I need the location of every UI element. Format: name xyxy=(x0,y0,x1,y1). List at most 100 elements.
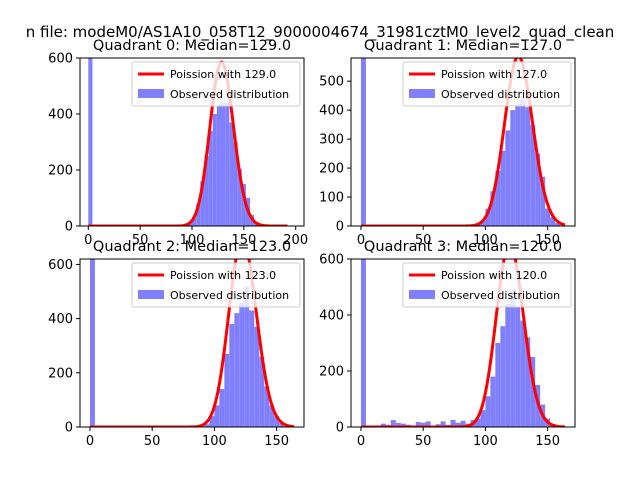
histogram-bar xyxy=(196,203,201,226)
legend: Poission with 127.0 Observed distribution xyxy=(402,61,572,107)
histogram-bar xyxy=(530,124,536,226)
x-tick-label: 0 xyxy=(357,434,365,449)
histogram-bar xyxy=(204,156,209,226)
x-tick-label: 150 xyxy=(231,233,256,248)
axes-frame xyxy=(350,57,576,227)
y-tick-label: 400 xyxy=(319,104,344,119)
histogram-bar xyxy=(525,107,531,226)
histogram-bar xyxy=(221,102,226,226)
subplot-title: Quadrant 1: Median=127.0 xyxy=(364,38,562,54)
histogram-bar xyxy=(455,422,461,427)
y-tick-label: 400 xyxy=(48,312,73,327)
histogram-bar xyxy=(490,376,496,427)
histogram-bar xyxy=(550,217,556,226)
histogram-bar xyxy=(264,386,270,427)
legend-box xyxy=(131,61,301,107)
plot-area xyxy=(87,58,288,226)
x-tick-label: 100 xyxy=(473,233,498,248)
legend-bar-swatch xyxy=(409,290,435,299)
histogram-bar xyxy=(520,98,526,226)
legend-bar-swatch xyxy=(138,290,164,299)
y-tick-label: 600 xyxy=(48,52,73,67)
histogram-bar xyxy=(254,326,260,427)
histogram-bar xyxy=(279,422,285,427)
histogram-bar xyxy=(216,105,222,226)
histogram-bar xyxy=(415,421,421,427)
histogram-bar xyxy=(440,421,446,427)
x-tick-label: 200 xyxy=(283,233,308,248)
histogram-bar xyxy=(214,405,220,427)
y-tick-label: 500 xyxy=(319,75,344,90)
histogram-bar xyxy=(475,418,481,427)
histogram-bar xyxy=(234,313,240,427)
subplot-grid: 0 50 100 150 200 0 200 400 600 Quadrant 0: Median… xyxy=(48,38,576,449)
legend-box xyxy=(402,262,572,308)
histogram-bar xyxy=(192,217,197,226)
x-tick-label: 0 xyxy=(86,434,94,449)
legend-entry-observed: Observed distribution xyxy=(170,289,289,302)
subplot-q1: 0 50 100 150 0 100 200 300 400 500 Quadrant 1: Med… xyxy=(319,38,576,248)
legend: Poission with 120.0 Observed distribution xyxy=(402,262,572,308)
histogram-bar xyxy=(510,289,516,427)
histogram-bar xyxy=(555,223,561,226)
legend-entry-observed: Observed distribution xyxy=(441,88,560,101)
x-tick-label: 150 xyxy=(535,434,560,449)
axes-frame xyxy=(350,258,576,428)
histogram-bar xyxy=(239,302,245,427)
histogram-bar xyxy=(360,259,366,427)
x-tick-label: 50 xyxy=(415,434,432,449)
y-tick-label: 0 xyxy=(65,421,73,436)
legend-entry-fit: Poission with 123.0 xyxy=(170,269,276,282)
histogram-bar xyxy=(525,337,531,427)
histogram-bar xyxy=(505,130,511,226)
x-tick-label: 100 xyxy=(180,233,205,248)
histogram-bar xyxy=(219,389,225,427)
histogram-bar xyxy=(229,122,234,226)
subplot-q0: 0 50 100 150 200 0 200 400 600 Quadrant 0: Median… xyxy=(48,38,308,248)
histogram-bar xyxy=(360,58,366,226)
x-tick-label: 50 xyxy=(132,233,149,248)
x-tick-label: 150 xyxy=(264,434,289,449)
legend-entry-observed: Observed distribution xyxy=(441,289,560,302)
histogram-bar xyxy=(225,102,230,226)
histogram-bar xyxy=(259,356,265,427)
axes-frame xyxy=(79,258,305,428)
y-tick-label: 200 xyxy=(48,164,73,179)
histogram-bar xyxy=(209,416,215,427)
legend-box xyxy=(131,262,301,308)
legend-entry-fit: Poission with 127.0 xyxy=(441,68,547,81)
histogram-bar xyxy=(490,191,496,226)
histogram-bar xyxy=(425,421,431,427)
subplot-title: Quadrant 3: Median=120.0 xyxy=(364,239,562,255)
y-tick-label: 200 xyxy=(319,162,344,177)
histogram-bar xyxy=(395,422,401,427)
subplot-q2: 0 50 100 150 0 200 400 600 Quadrant 2: Median=12… xyxy=(48,239,305,449)
legend: Poission with 129.0 Observed distribution xyxy=(131,61,301,107)
histogram-bar xyxy=(208,130,213,226)
histogram-bar xyxy=(88,58,93,226)
histogram-bar xyxy=(233,142,238,226)
histogram-bar xyxy=(249,310,255,427)
x-tick-label: 0 xyxy=(357,233,365,248)
y-tick-label: 200 xyxy=(48,366,73,381)
histogram-bar xyxy=(380,423,386,427)
y-tick-label: 0 xyxy=(336,220,344,235)
y-tick-label: 600 xyxy=(319,253,344,268)
histogram-bar xyxy=(495,170,501,226)
y-tick-label: 0 xyxy=(336,421,344,436)
y-tick-label: 400 xyxy=(48,108,73,123)
legend: Poission with 123.0 Observed distribution xyxy=(131,262,301,308)
histogram-bar xyxy=(540,176,546,226)
histogram-bar xyxy=(244,286,250,427)
histogram-bar xyxy=(204,424,210,427)
plot-area xyxy=(89,259,295,427)
subplot-q3: 0 50 100 150 0 200 400 600 Quadrant 3: Median=12… xyxy=(319,239,576,449)
histogram-bar xyxy=(545,208,551,226)
legend-entry-fit: Poission with 129.0 xyxy=(170,68,276,81)
y-tick-label: 400 xyxy=(319,309,344,324)
x-tick-label: 50 xyxy=(415,233,432,248)
histogram-bar xyxy=(505,303,511,427)
y-tick-label: 0 xyxy=(65,220,73,235)
y-tick-label: 600 xyxy=(48,258,73,273)
